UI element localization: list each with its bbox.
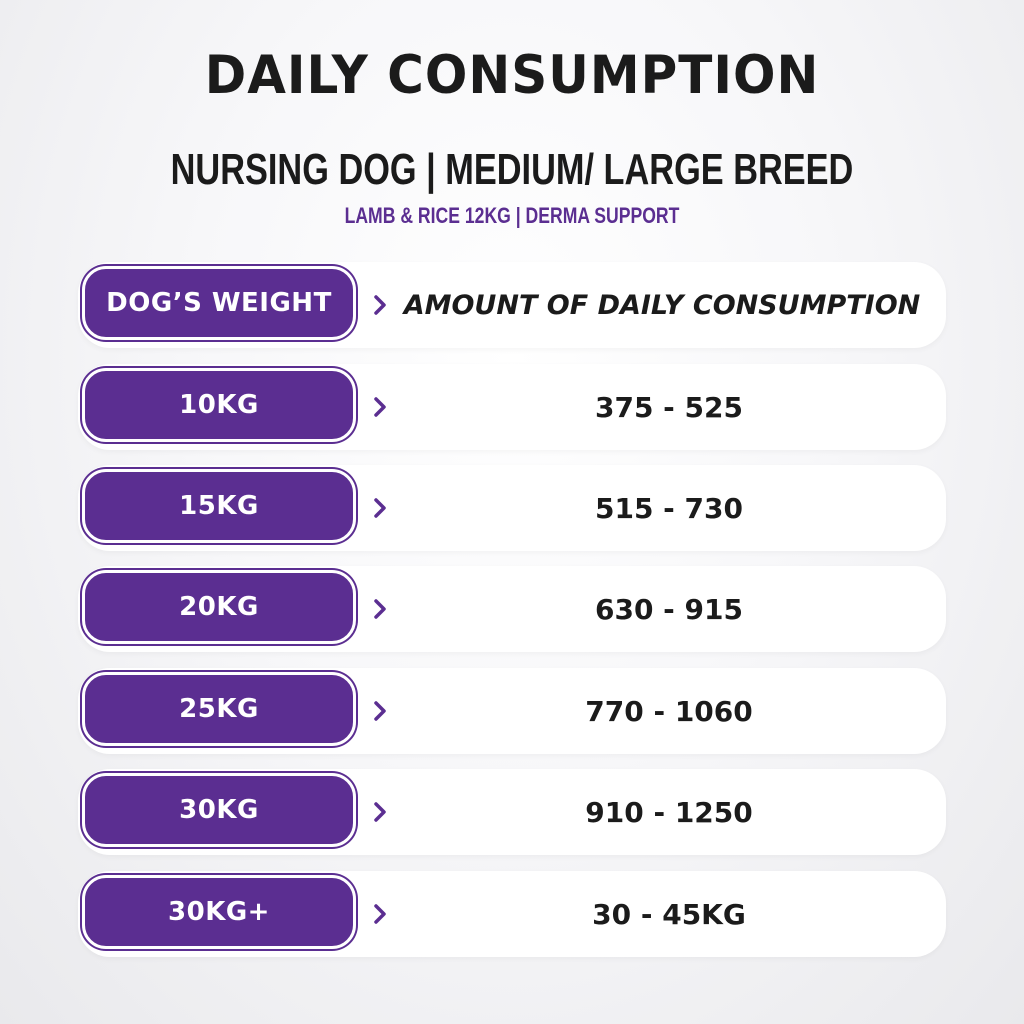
table-row: 30KG+ 30 - 45KG [78, 871, 946, 957]
amount-cell: 630 - 915 [594, 592, 743, 626]
weight-column-header: DOG’S WEIGHT [82, 266, 356, 340]
table-row: 25KG 770 - 1060 [78, 668, 946, 754]
amount-cell: 515 - 730 [594, 491, 743, 525]
weight-cell: 15KG [82, 469, 356, 543]
page-subtitle: NURSING DOG | MEDIUM/ LARGE BREED [170, 145, 854, 194]
product-line: LAMB & RICE 12KG | DERMA SUPPORT [344, 203, 680, 228]
amount-cell: 30 - 45KG [592, 897, 746, 931]
chevron-right-icon [368, 566, 392, 652]
chevron-right-icon [368, 262, 392, 348]
amount-column-header: AMOUNT OF DAILY CONSUMPTION [403, 289, 921, 321]
table-row: 20KG 630 - 915 [78, 566, 946, 652]
amount-cell: 375 - 525 [594, 390, 743, 424]
table-row: 15KG 515 - 730 [78, 465, 946, 551]
weight-cell: 25KG [82, 672, 356, 746]
weight-cell: 20KG [82, 570, 356, 644]
table-row: 10KG 375 - 525 [78, 364, 946, 450]
chevron-right-icon [368, 871, 392, 957]
weight-cell: 30KG+ [82, 875, 356, 949]
chevron-right-icon [368, 364, 392, 450]
weight-cell: 10KG [82, 368, 356, 442]
chevron-right-icon [368, 465, 392, 551]
chevron-right-icon [368, 668, 392, 754]
weight-cell: 30KG [82, 773, 356, 847]
table-row: 30KG 910 - 1250 [78, 769, 946, 855]
table-header-row: DOG’S WEIGHT AMOUNT OF DAILY CONSUMPTION [78, 262, 946, 348]
chevron-right-icon [368, 769, 392, 855]
amount-cell: 910 - 1250 [585, 795, 753, 829]
page-title: DAILY CONSUMPTION [204, 44, 820, 106]
amount-cell: 770 - 1060 [585, 694, 753, 728]
